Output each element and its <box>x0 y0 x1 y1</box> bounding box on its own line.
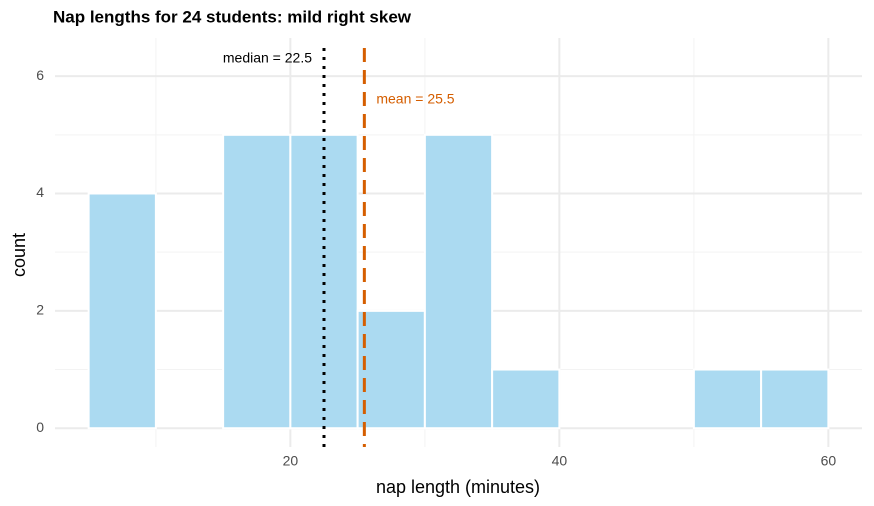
bar <box>423 133 494 430</box>
annotation-label: median = 22.5 <box>223 50 312 66</box>
y-tick-label: 2 <box>36 302 44 318</box>
x-tick-label: 60 <box>821 453 837 469</box>
bar <box>289 133 359 430</box>
bar <box>356 309 426 430</box>
y-tick-label: 6 <box>36 67 44 83</box>
annotation-label: mean = 25.5 <box>376 91 454 107</box>
bar <box>222 133 292 430</box>
x-axis-title: nap length (minutes) <box>376 477 540 497</box>
y-tick-label: 0 <box>36 419 44 435</box>
bar <box>87 192 157 430</box>
y-axis-title: count <box>9 233 29 277</box>
bar <box>491 368 561 430</box>
bar <box>692 368 763 430</box>
x-tick-label: 40 <box>552 453 568 469</box>
bar <box>760 368 830 430</box>
x-tick-label: 20 <box>283 453 299 469</box>
chart-title: Nap lengths for 24 students: mild right … <box>53 7 412 26</box>
y-tick-label: 4 <box>36 184 44 200</box>
